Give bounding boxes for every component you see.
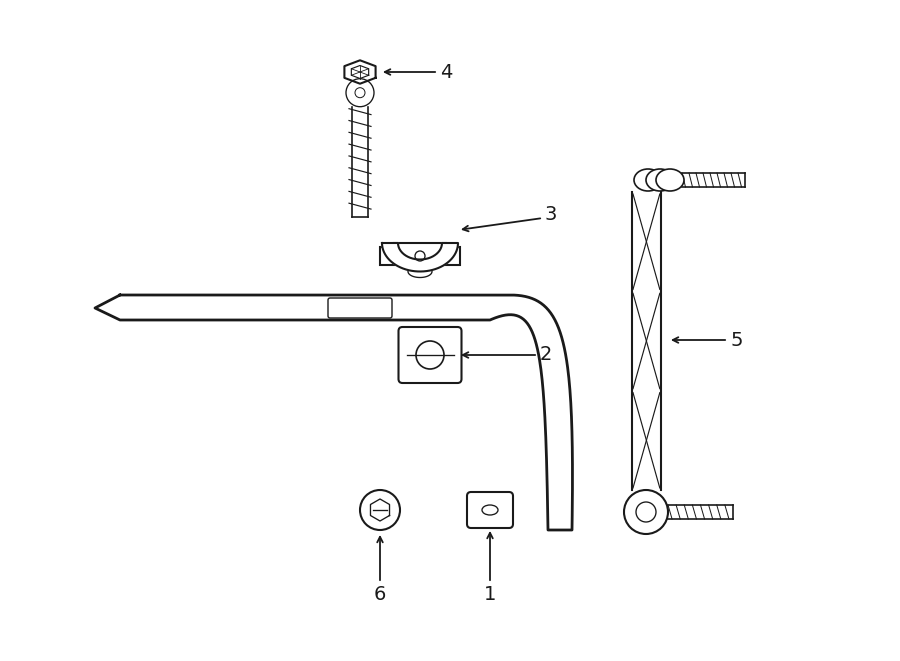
FancyBboxPatch shape <box>328 298 392 318</box>
Polygon shape <box>380 243 460 265</box>
FancyBboxPatch shape <box>467 492 513 528</box>
Text: 4: 4 <box>440 63 453 81</box>
Polygon shape <box>95 295 572 530</box>
Ellipse shape <box>656 169 684 191</box>
Text: 6: 6 <box>374 586 386 605</box>
Text: 5: 5 <box>730 330 742 350</box>
Polygon shape <box>382 243 458 272</box>
Ellipse shape <box>634 169 662 191</box>
FancyBboxPatch shape <box>399 327 462 383</box>
Text: 1: 1 <box>484 586 496 605</box>
Circle shape <box>624 490 668 534</box>
Ellipse shape <box>646 169 674 191</box>
Circle shape <box>355 88 365 98</box>
Polygon shape <box>371 499 390 521</box>
Text: 3: 3 <box>545 206 557 225</box>
Ellipse shape <box>482 505 498 515</box>
Circle shape <box>416 341 444 369</box>
Circle shape <box>415 251 425 261</box>
Polygon shape <box>345 60 375 84</box>
Text: 2: 2 <box>540 346 553 364</box>
Circle shape <box>346 79 374 106</box>
Circle shape <box>360 490 400 530</box>
Circle shape <box>636 502 656 522</box>
